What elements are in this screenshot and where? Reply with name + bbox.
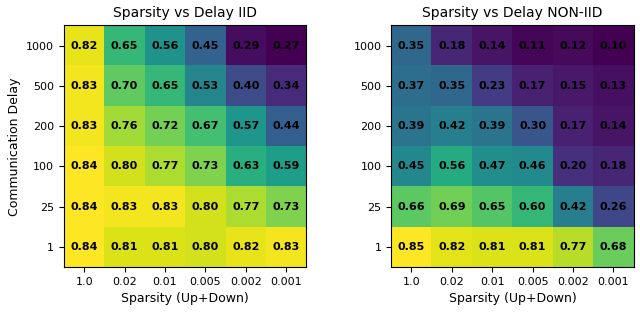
Text: 0.56: 0.56 [151, 41, 179, 51]
Text: 0.83: 0.83 [152, 202, 179, 212]
Text: 0.46: 0.46 [519, 162, 547, 171]
Text: 0.81: 0.81 [151, 242, 179, 252]
Text: 0.12: 0.12 [559, 41, 587, 51]
Text: 0.35: 0.35 [438, 81, 465, 91]
Text: 0.45: 0.45 [397, 162, 425, 171]
Text: 0.82: 0.82 [438, 242, 465, 252]
Text: 0.65: 0.65 [479, 202, 506, 212]
Text: 0.11: 0.11 [519, 41, 547, 51]
Text: 0.29: 0.29 [232, 41, 260, 51]
Text: 0.84: 0.84 [70, 242, 98, 252]
Text: 0.18: 0.18 [438, 41, 465, 51]
Text: 0.27: 0.27 [273, 41, 300, 51]
X-axis label: Sparsity (Up+Down): Sparsity (Up+Down) [449, 292, 576, 305]
Text: 0.10: 0.10 [600, 41, 627, 51]
Text: 0.69: 0.69 [438, 202, 466, 212]
Title: Sparsity vs Delay IID: Sparsity vs Delay IID [113, 6, 257, 20]
Text: 0.42: 0.42 [559, 202, 587, 212]
Text: 0.81: 0.81 [111, 242, 138, 252]
Text: 0.77: 0.77 [232, 202, 259, 212]
Text: 0.59: 0.59 [273, 162, 300, 171]
Text: 0.18: 0.18 [600, 162, 627, 171]
Text: 0.34: 0.34 [273, 81, 300, 91]
Text: 0.76: 0.76 [111, 121, 138, 131]
Text: 0.30: 0.30 [519, 121, 546, 131]
Text: 0.37: 0.37 [398, 81, 425, 91]
Text: 0.15: 0.15 [559, 81, 587, 91]
Text: 0.40: 0.40 [232, 81, 259, 91]
Text: 0.63: 0.63 [232, 162, 259, 171]
Text: 0.42: 0.42 [438, 121, 465, 131]
X-axis label: Sparsity (Up+Down): Sparsity (Up+Down) [122, 292, 249, 305]
Text: 0.81: 0.81 [519, 242, 547, 252]
Text: 0.45: 0.45 [192, 41, 219, 51]
Text: 0.83: 0.83 [273, 242, 300, 252]
Text: 0.82: 0.82 [232, 242, 259, 252]
Text: 0.84: 0.84 [70, 202, 98, 212]
Text: 0.65: 0.65 [151, 81, 179, 91]
Text: 0.17: 0.17 [519, 81, 547, 91]
Text: 0.20: 0.20 [559, 162, 587, 171]
Text: 0.80: 0.80 [111, 162, 138, 171]
Text: 0.53: 0.53 [192, 81, 219, 91]
Text: 0.26: 0.26 [600, 202, 627, 212]
Text: 0.13: 0.13 [600, 81, 627, 91]
Text: 0.14: 0.14 [600, 121, 627, 131]
Text: 0.57: 0.57 [232, 121, 259, 131]
Title: Sparsity vs Delay NON-IID: Sparsity vs Delay NON-IID [422, 6, 603, 20]
Text: 0.67: 0.67 [191, 121, 219, 131]
Text: 0.70: 0.70 [111, 81, 138, 91]
Text: 0.82: 0.82 [70, 41, 98, 51]
Text: 0.81: 0.81 [479, 242, 506, 252]
Text: 0.72: 0.72 [151, 121, 179, 131]
Text: 0.84: 0.84 [70, 162, 98, 171]
Text: 0.39: 0.39 [479, 121, 506, 131]
Text: 0.80: 0.80 [192, 242, 219, 252]
Text: 0.23: 0.23 [479, 81, 506, 91]
Text: 0.77: 0.77 [151, 162, 179, 171]
Text: 0.77: 0.77 [559, 242, 587, 252]
Text: 0.56: 0.56 [438, 162, 465, 171]
Text: 0.14: 0.14 [479, 41, 506, 51]
Text: 0.66: 0.66 [397, 202, 425, 212]
Text: 0.83: 0.83 [70, 121, 98, 131]
Text: 0.60: 0.60 [519, 202, 547, 212]
Text: 0.44: 0.44 [273, 121, 300, 131]
Text: 0.35: 0.35 [398, 41, 425, 51]
Text: 0.73: 0.73 [192, 162, 219, 171]
Y-axis label: Communication Delay: Communication Delay [8, 77, 20, 216]
Text: 0.73: 0.73 [273, 202, 300, 212]
Text: 0.39: 0.39 [397, 121, 425, 131]
Text: 0.80: 0.80 [192, 202, 219, 212]
Text: 0.65: 0.65 [111, 41, 138, 51]
Text: 0.68: 0.68 [600, 242, 627, 252]
Text: 0.47: 0.47 [479, 162, 506, 171]
Text: 0.83: 0.83 [111, 202, 138, 212]
Text: 0.17: 0.17 [559, 121, 587, 131]
Text: 0.83: 0.83 [70, 81, 98, 91]
Text: 0.85: 0.85 [398, 242, 425, 252]
